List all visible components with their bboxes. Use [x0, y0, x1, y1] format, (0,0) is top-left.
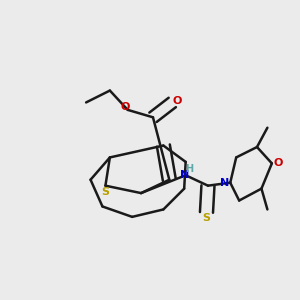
Text: N: N — [220, 178, 230, 188]
Text: O: O — [274, 158, 283, 168]
Text: H: H — [185, 164, 193, 174]
Text: O: O — [120, 103, 129, 112]
Text: S: S — [202, 213, 211, 224]
Text: N: N — [180, 170, 190, 180]
Text: S: S — [101, 187, 110, 197]
Text: O: O — [173, 96, 182, 106]
